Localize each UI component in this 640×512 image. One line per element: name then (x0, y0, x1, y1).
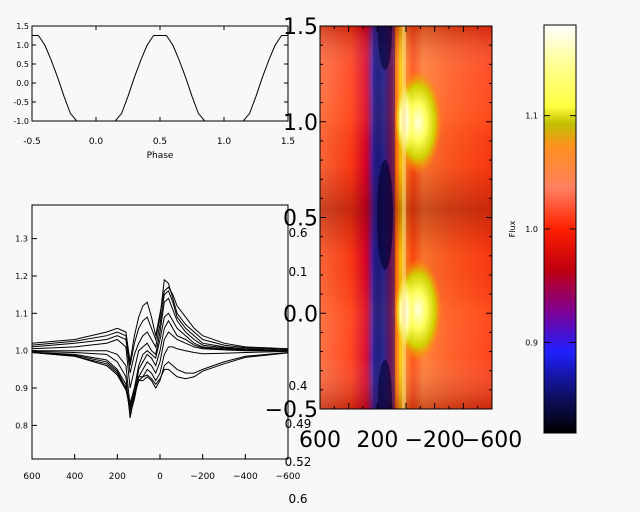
dynamic-spectrum-panel: 600 200 −200−600 −0.50.00.51.01.5 0.60.10.… (265, 15, 523, 506)
profile-line-10 (31, 351, 289, 405)
profiles-series-group (31, 278, 289, 418)
profiles-y-tick-labels: 0.8 0.9 1.0 1.1 1.2 1.3 (15, 235, 37, 430)
profile-line-1 (31, 286, 289, 362)
spectrum-y-tick-label: 0.5 (283, 207, 318, 232)
profiles-x-tick-label: 400 (66, 472, 83, 482)
phase-panel: -0.5 0.0 0.5 1.0 1.5 -1.0 -0.5 0.0 0.5 1.0 1.5 Ph… (13, 22, 295, 161)
phase-y-tick-labels: -1.0 -0.5 0.0 0.5 1.0 1.5 (13, 22, 288, 126)
profiles-y-tick-label: 1.2 (15, 272, 28, 281)
spectrum-y-tick-label: −0.5 (265, 398, 318, 423)
profiles-x-tick-label: −400 (233, 472, 258, 482)
profiles-x-tick-label: 200 (109, 472, 126, 482)
colorbar-tick-label: 1.0 (525, 225, 538, 234)
phase-y-tick-label: -0.5 (13, 98, 29, 107)
overlap-tick-label: 0.49 (285, 417, 312, 431)
phase-y-tick-label: 0.0 (16, 79, 29, 88)
profiles-x-tick-label: 0 (157, 472, 163, 482)
phase-x-tick-labels: -0.5 0.0 0.5 1.0 1.5 (23, 26, 295, 147)
line-centre-stripe (402, 26, 406, 409)
phase-x-tick-label: 0.5 (153, 137, 167, 147)
phase-curve-line (32, 35, 288, 122)
phase-x-tick-label: 1.0 (217, 137, 232, 147)
overlap-tick-label: 0.6 (288, 492, 307, 506)
spectrum-y-tick-label: 0.0 (283, 302, 318, 327)
profiles-panel: 600 400 200 0 −200 −400 −600 0.8 0.9 1.0 1.1 1.2 1.… (15, 204, 301, 482)
profiles-x-tick-label: 600 (23, 472, 40, 482)
profiles-x-tick-label: −200 (190, 472, 215, 482)
phase-x-tick-label: 0.0 (89, 137, 104, 147)
phase-y-tick-label: 1.5 (16, 22, 29, 31)
spectrum-x-tick-label: −600 (462, 428, 522, 453)
profile-line-9 (31, 352, 289, 409)
profiles-y-tick-label: 0.8 (15, 421, 28, 430)
phase-y-tick-label: 0.5 (16, 60, 29, 69)
overlapping-tick-labels: 0.6 0.1 0.4 0.49 0.52 0.6 (285, 226, 312, 506)
profile-line-6 (31, 319, 289, 418)
profiles-x-tick-labels: 600 400 200 0 −200 −400 −600 (23, 454, 301, 482)
profile-line-3 (31, 290, 289, 374)
profiles-x-tick-label: −600 (276, 472, 301, 482)
profile-line-2 (31, 278, 289, 366)
colorbar: 0.9 1.0 1.1 Flux (508, 24, 577, 434)
overlap-tick-label: 0.4 (288, 379, 307, 393)
overlap-tick-label: 0.6 (288, 226, 307, 240)
profiles-y-tick-label: 0.9 (15, 384, 28, 393)
spectrum-tick-marks (319, 25, 493, 410)
profile-line-7 (31, 331, 288, 415)
spectrum-x-tick-label: 200 (356, 428, 398, 453)
phase-axes-frame (31, 25, 289, 122)
absorption-core-upper (378, 26, 392, 70)
phase-x-tick-label: -0.5 (23, 137, 41, 147)
colorbar-tick-label: 1.1 (525, 112, 538, 121)
profile-line-5 (32, 312, 289, 407)
profiles-y-tick-label: 1.0 (15, 347, 28, 356)
colorbar-tick-label: 0.9 (525, 338, 538, 347)
colorbar-tick-labels: 0.9 1.0 1.1 (525, 112, 576, 347)
spectrum-y-tick-label: 1.0 (283, 111, 318, 136)
profiles-y-tick-label: 1.3 (15, 235, 28, 244)
colorbar-label: Flux (508, 220, 517, 237)
spectrum-x-tick-labels: 600 200 −200−600 (299, 428, 522, 453)
profiles-y-tick-label: 1.1 (15, 309, 28, 318)
spectrum-y-tick-labels: −0.50.00.51.01.5 (265, 15, 318, 423)
spectrum-x-tick-label: 600 (299, 428, 341, 453)
phase-x-axis-label: Phase (147, 151, 174, 161)
overlap-tick-label: 0.1 (288, 265, 307, 279)
spectrum-x-tick-label: −200 (404, 428, 464, 453)
phase-y-tick-label: 1.0 (16, 41, 29, 50)
phase-x-tick-label: 1.5 (281, 137, 295, 147)
spectrum-image (320, 26, 492, 409)
absorption-core-mid (377, 160, 393, 270)
spectrum-y-tick-label: 1.5 (283, 15, 318, 40)
phase-y-tick-label: -1.0 (13, 117, 29, 126)
profile-line-4 (31, 297, 289, 389)
overlap-tick-label: 0.52 (285, 455, 312, 469)
absorption-core-lower (378, 360, 392, 409)
